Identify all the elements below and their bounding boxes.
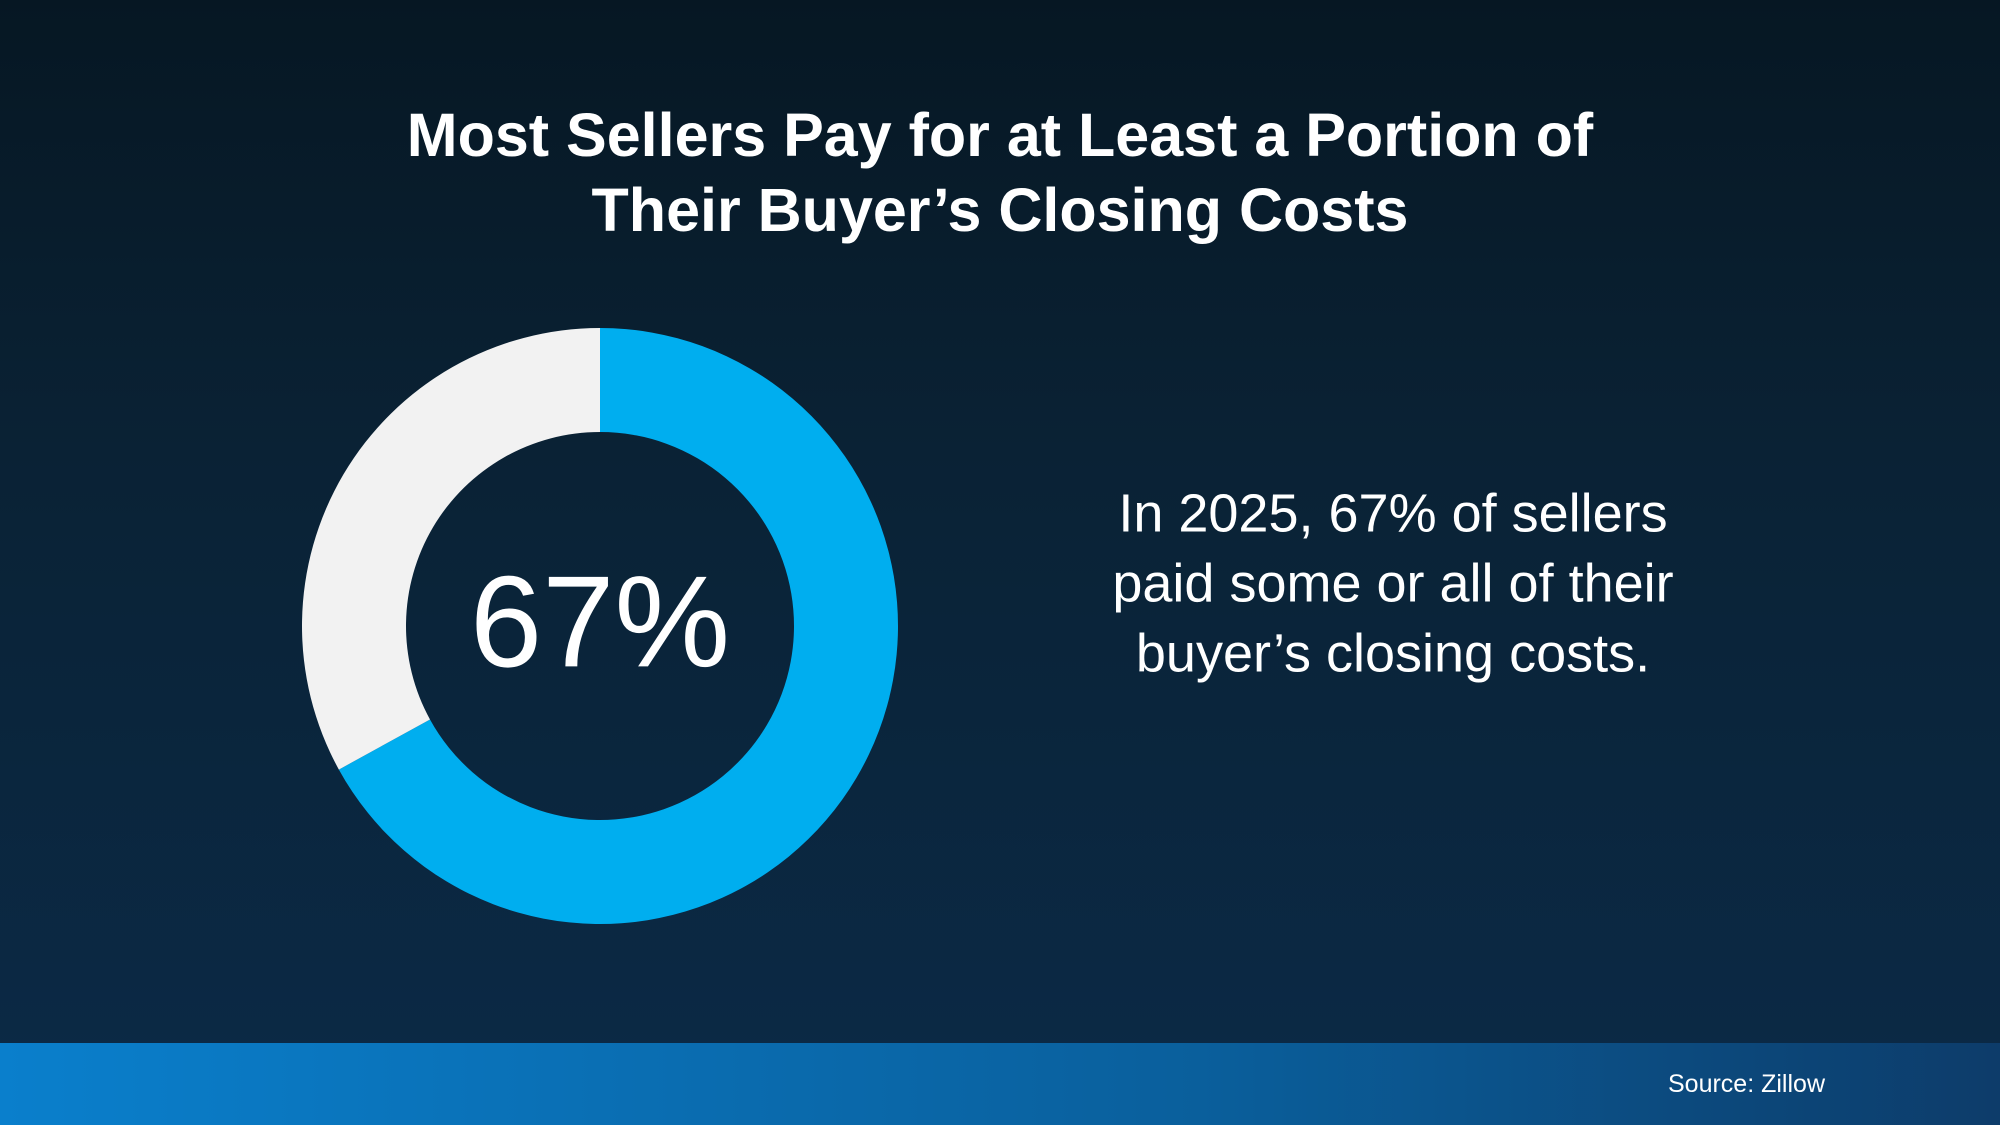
annotation-line: buyer’s closing costs. [1136,623,1650,683]
pie-segment [338,328,898,924]
chart: 67% In 2025, 67% of sellers paid some or … [301,328,1673,924]
center-label: 67% [470,548,730,694]
footer-bar: Source: Zillow [0,1043,2000,1125]
annotation-line: In 2025, 67% of sellers [1118,483,1667,543]
annotation-line: paid some or all of their [1112,553,1673,613]
chart-title: Most Sellers Pay for at Least a Portion … [406,101,1594,244]
pie-segment [301,328,600,770]
source: Source: Zillow [1668,1070,1825,1098]
